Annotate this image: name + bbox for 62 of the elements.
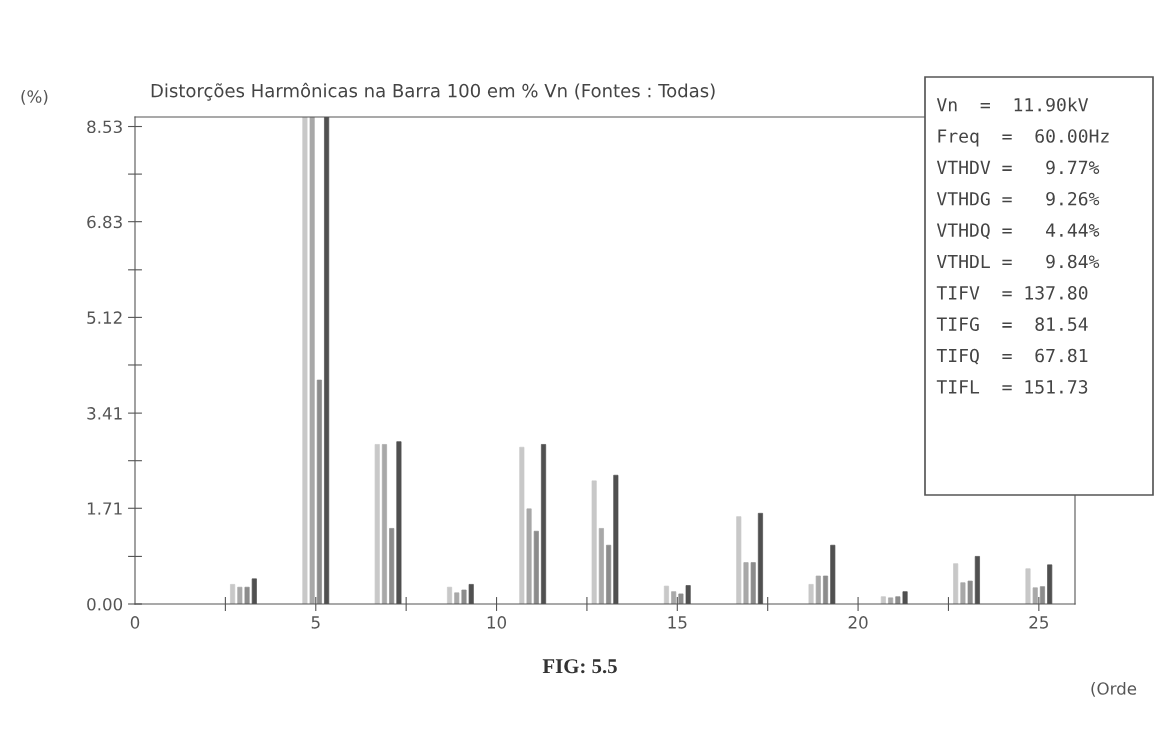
x-tick-label: 25 — [1029, 616, 1048, 629]
y-tick-label: 6.83 — [87, 215, 122, 229]
y-tick-label: 1.71 — [87, 502, 122, 515]
bar — [374, 444, 380, 604]
y-axis-title: (%) — [21, 89, 48, 105]
y-tick-label: 8.53 — [87, 120, 122, 134]
bar — [1039, 586, 1045, 604]
bar — [447, 586, 453, 604]
x-tick-label: 0 — [130, 616, 140, 629]
bar — [309, 117, 315, 604]
x-axis-title: (Orde — [1091, 681, 1137, 697]
bar — [823, 575, 829, 604]
y-tick-label: 0.00 — [87, 597, 123, 611]
bar — [743, 562, 749, 604]
bar — [953, 563, 959, 604]
y-tick-label: 3.41 — [87, 407, 122, 420]
bar — [1025, 568, 1031, 604]
annotation: VTHDG = 9.26% — [936, 191, 1100, 206]
bar — [808, 584, 814, 604]
bar — [237, 586, 243, 604]
bar — [671, 591, 677, 604]
bar — [454, 592, 460, 604]
bar — [230, 584, 236, 604]
bar — [1032, 587, 1038, 604]
annotation: TIFG = 81.54 — [936, 317, 1088, 331]
text: Vn = 11.90kV — [936, 97, 1089, 112]
annotation: VTHDL = 9.84% — [936, 254, 1100, 269]
annotation: Freq = 60.00Hz — [938, 129, 1109, 147]
bar — [895, 596, 901, 604]
x-tick-label: 10 — [487, 616, 507, 629]
bar — [381, 444, 387, 604]
x-tick-label: 20 — [848, 616, 868, 629]
bar — [302, 117, 308, 604]
annotation: TIFQ = 67.81 — [936, 348, 1088, 365]
bar — [663, 585, 669, 604]
bar — [606, 544, 612, 604]
annotation: VTHDV = 9.77% — [936, 160, 1100, 175]
bar — [880, 596, 886, 604]
bar — [533, 530, 539, 604]
text: FIG: 5.5 — [542, 659, 617, 674]
x-tick-label: 15 — [668, 616, 687, 629]
annotation: VTHDQ = 4.44% — [936, 223, 1100, 240]
bar — [960, 582, 966, 604]
chart-title: Distorções Harmônicas na Barra 100 em % Vn (Fontes : Todas) — [151, 82, 715, 101]
bar — [750, 562, 756, 604]
x-tick-label: 5 — [311, 616, 320, 629]
annotation: TIFL = 151.73 — [936, 380, 1088, 394]
bar — [316, 379, 322, 604]
annotation: TIFV = 137.80 — [936, 285, 1088, 300]
bar — [736, 516, 742, 604]
bar — [461, 589, 467, 604]
bar — [519, 446, 525, 604]
bar — [967, 580, 973, 604]
bar — [591, 480, 597, 604]
y-tick-label: 5.12 — [87, 311, 122, 324]
bar — [598, 528, 604, 604]
bar — [526, 508, 532, 604]
bar — [815, 575, 821, 604]
bar — [678, 593, 684, 604]
bar — [389, 528, 395, 604]
bar — [888, 597, 894, 604]
bar — [244, 586, 250, 604]
